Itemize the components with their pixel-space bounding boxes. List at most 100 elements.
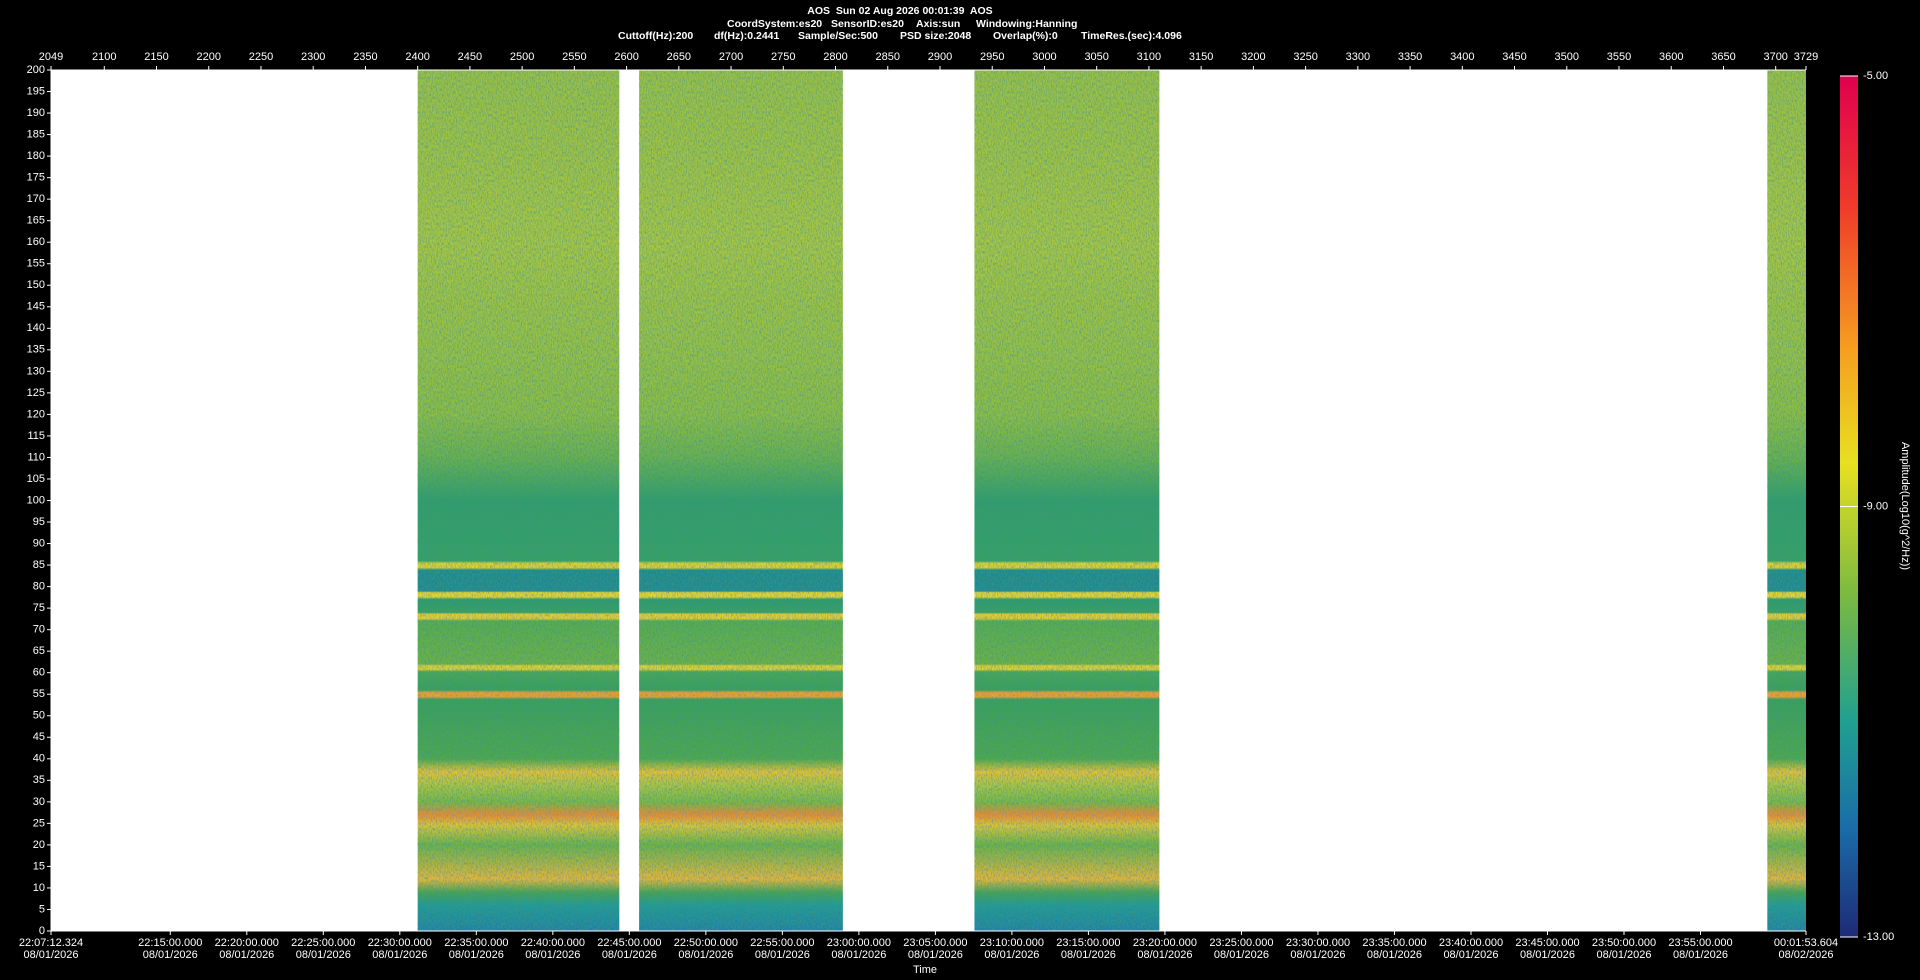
x-tick-label: 3250: [1293, 51, 1317, 63]
y-tick-label: 75: [33, 602, 45, 614]
y-tick-label: 170: [27, 193, 45, 205]
parameter-item: Overlap(%):0: [993, 30, 1058, 42]
y-tick-label: 50: [33, 710, 45, 722]
x2-tick-date: 08/01/2026: [23, 949, 78, 961]
y-tick-label: 165: [27, 215, 45, 227]
x-tick-label: 3400: [1450, 51, 1474, 63]
x2-tick-label: 00:01:53.604: [1774, 937, 1838, 949]
y-tick-label: 45: [33, 731, 45, 743]
x-tick-label: 3150: [1189, 51, 1213, 63]
x-tick-label: 3700: [1763, 51, 1787, 63]
x-tick-label: 2150: [144, 51, 168, 63]
y-tick-label: 90: [33, 537, 45, 549]
x-tick-label: 2500: [510, 51, 534, 63]
x-axis-label: Time: [913, 964, 937, 976]
x2-tick-label: 22:40:00.000: [521, 937, 585, 949]
parameter-item: df(Hz):0.2441: [714, 30, 780, 42]
y-tick-label: 110: [27, 451, 45, 463]
spectrogram-segment: [639, 70, 843, 931]
spectrogram-segment: [417, 70, 620, 931]
y-tick-label: 155: [27, 258, 45, 270]
x-tick-label: 2700: [719, 51, 743, 63]
x2-tick-label: 22:20:00.000: [215, 937, 279, 949]
y-tick-label: 60: [33, 667, 45, 679]
y-tick-label: 15: [33, 860, 45, 872]
y-tick-label: 85: [33, 559, 45, 571]
x2-tick-date: 08/01/2026: [449, 949, 504, 961]
y-tick-label: 100: [27, 494, 45, 506]
y-tick-label: 20: [33, 839, 45, 851]
y-tick-label: 95: [33, 516, 45, 528]
y-tick-label: 150: [27, 279, 45, 291]
parameter-item: Cuttoff(Hz):200: [618, 30, 693, 42]
x2-tick-label: 22:30:00.000: [368, 937, 432, 949]
x2-tick-date: 08/01/2026: [372, 949, 427, 961]
x2-tick-label: 23:45:00.000: [1515, 937, 1579, 949]
subtitle-item: Windowing:Hanning: [976, 18, 1077, 30]
x-tick-label: 2100: [92, 51, 116, 63]
x2-tick-date: 08/01/2026: [1367, 949, 1422, 961]
x-tick-label: 2300: [301, 51, 325, 63]
x-tick-label: 2750: [771, 51, 795, 63]
plot-area: [51, 70, 1806, 931]
x-tick-label: 3100: [1137, 51, 1161, 63]
x2-tick-label: 23:15:00.000: [1056, 937, 1120, 949]
parameter-item: PSD size:2048: [900, 30, 971, 42]
x2-tick-date: 08/01/2026: [755, 949, 810, 961]
y-tick-label: 25: [33, 817, 45, 829]
x2-tick-label: 22:55:00.000: [750, 937, 814, 949]
x-tick-label: 2900: [928, 51, 952, 63]
y-tick-label: 185: [27, 128, 45, 140]
x2-tick-label: 23:55:00.000: [1668, 937, 1732, 949]
x2-tick-date: 08/01/2026: [1596, 949, 1651, 961]
colorbar-tick-label: -13.00: [1863, 931, 1894, 943]
subtitle-item: CoordSystem:es20: [727, 18, 822, 30]
x2-tick-date: 08/01/2026: [296, 949, 351, 961]
x-tick-label: 2350: [353, 51, 377, 63]
x2-tick-date: 08/01/2026: [984, 949, 1039, 961]
x2-tick-date: 08/01/2026: [602, 949, 657, 961]
x-tick-label: 2950: [980, 51, 1004, 63]
y-tick-label: 160: [27, 236, 45, 248]
x-tick-label: 2650: [667, 51, 691, 63]
x2-tick-label: 22:15:00.000: [138, 937, 202, 949]
colorbar-tick-label: -9.00: [1863, 500, 1888, 512]
y-tick-label: 70: [33, 624, 45, 636]
x-tick-label: 3650: [1711, 51, 1735, 63]
x2-tick-label: 23:25:00.000: [1209, 937, 1273, 949]
y-tick-label: 80: [33, 581, 45, 593]
x-tick-label: 3729: [1794, 51, 1818, 63]
x2-tick-label: 23:00:00.000: [827, 937, 891, 949]
y-tick-label: 35: [33, 774, 45, 786]
parameter-item: TimeRes.(sec):4.096: [1081, 30, 1182, 42]
x2-tick-label: 23:35:00.000: [1362, 937, 1426, 949]
subtitle-item: Axis:sun: [916, 18, 960, 30]
x2-tick-date: 08/01/2026: [525, 949, 580, 961]
y-tick-label: 180: [27, 150, 45, 162]
x2-tick-date: 08/01/2026: [1214, 949, 1269, 961]
x-tick-label: 2800: [823, 51, 847, 63]
spectrogram-segment: [1767, 70, 1806, 931]
x-tick-label: 3450: [1502, 51, 1526, 63]
x2-tick-label: 23:05:00.000: [903, 937, 967, 949]
x2-tick-date: 08/01/2026: [1290, 949, 1345, 961]
y-tick-label: 130: [27, 365, 45, 377]
x2-tick-date: 08/01/2026: [678, 949, 733, 961]
x-tick-label: 2600: [614, 51, 638, 63]
x-tick-label: 2200: [196, 51, 220, 63]
x2-tick-label: 23:10:00.000: [980, 937, 1044, 949]
x-tick-label: 2450: [458, 51, 482, 63]
y-tick-label: 190: [27, 107, 45, 119]
y-tick-label: 65: [33, 645, 45, 657]
spectrogram-segment: [974, 70, 1160, 931]
x2-tick-date: 08/01/2026: [1673, 949, 1728, 961]
x2-tick-label: 23:40:00.000: [1439, 937, 1503, 949]
x-tick-label: 3200: [1241, 51, 1265, 63]
x-tick-label: 3050: [1084, 51, 1108, 63]
y-tick-label: 115: [27, 430, 45, 442]
y-tick-label: 195: [27, 85, 45, 97]
x-tick-label: 2400: [405, 51, 429, 63]
x-tick-label: 2550: [562, 51, 586, 63]
x2-tick-date: 08/01/2026: [1061, 949, 1116, 961]
x2-tick-label: 22:07:12.324: [19, 937, 83, 949]
